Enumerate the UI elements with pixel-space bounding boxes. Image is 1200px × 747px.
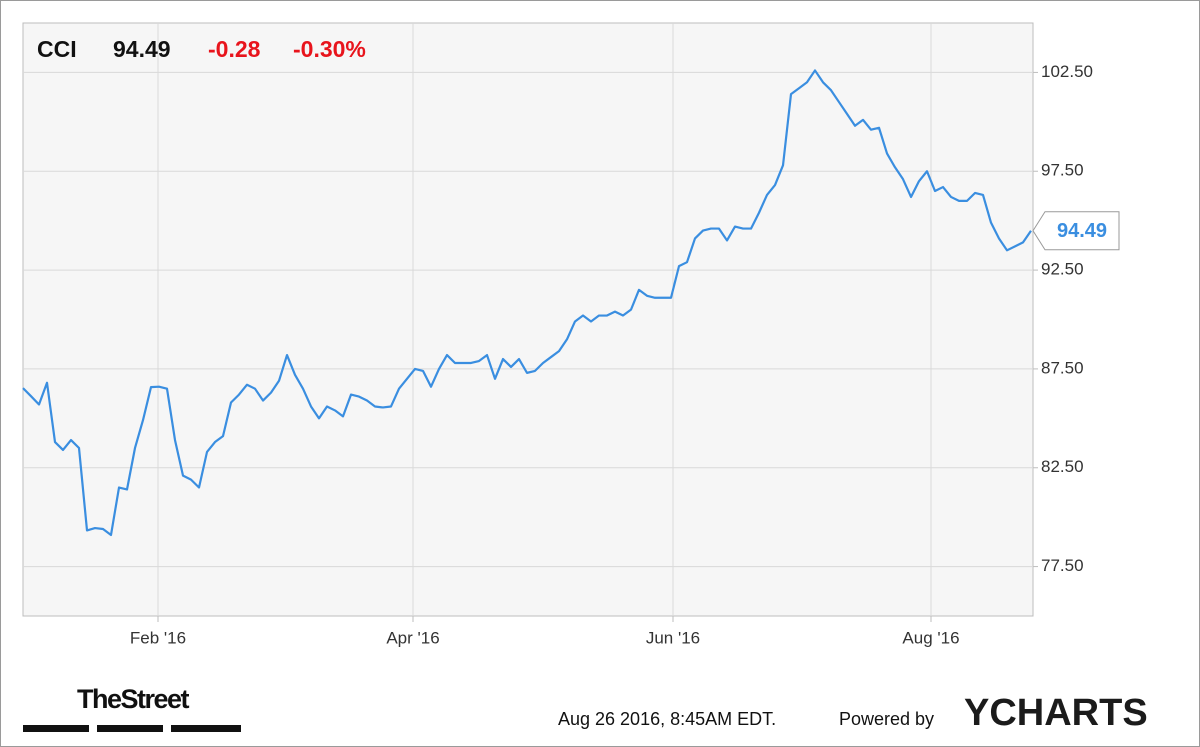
price-line [22, 69, 1032, 537]
x-tick-label: Apr '16 [386, 628, 439, 647]
logo-bar [171, 725, 241, 732]
marks: 94.49 [22, 69, 1120, 537]
brand-logo: YCHARTS [964, 692, 1148, 734]
last-value-badge [1032, 211, 1120, 251]
y-tick-label: 77.50 [1041, 556, 1084, 575]
last-value-label: 94.49 [1057, 220, 1107, 242]
x-tick-label: Jun '16 [646, 628, 700, 647]
y-tick-label: 97.50 [1041, 161, 1084, 180]
logo-bar [23, 725, 89, 732]
logo-bar [97, 725, 163, 732]
y-tick-label: 102.50 [1041, 62, 1093, 81]
timestamp: Aug 26 2016, 8:45AM EDT. [558, 709, 776, 729]
powered-by: Powered by [839, 709, 934, 729]
change: -0.28 [208, 36, 261, 62]
plot-area [22, 22, 1034, 617]
x-tick-label: Aug '16 [902, 628, 959, 647]
y-tick-label: 87.50 [1041, 358, 1084, 377]
grid: 77.50 82.50 87.50 92.50 97.50 102.50 Feb '16 Ap… [23, 23, 1093, 647]
change-percent: -0.30% [293, 36, 366, 62]
x-tick-label: Feb '16 [130, 628, 186, 647]
y-tick-label: 92.50 [1041, 260, 1084, 279]
symbol: CCI [37, 36, 77, 62]
source-logo: TheStreet [77, 684, 190, 714]
price: 94.49 [113, 36, 171, 62]
y-tick-label: 82.50 [1041, 457, 1084, 476]
